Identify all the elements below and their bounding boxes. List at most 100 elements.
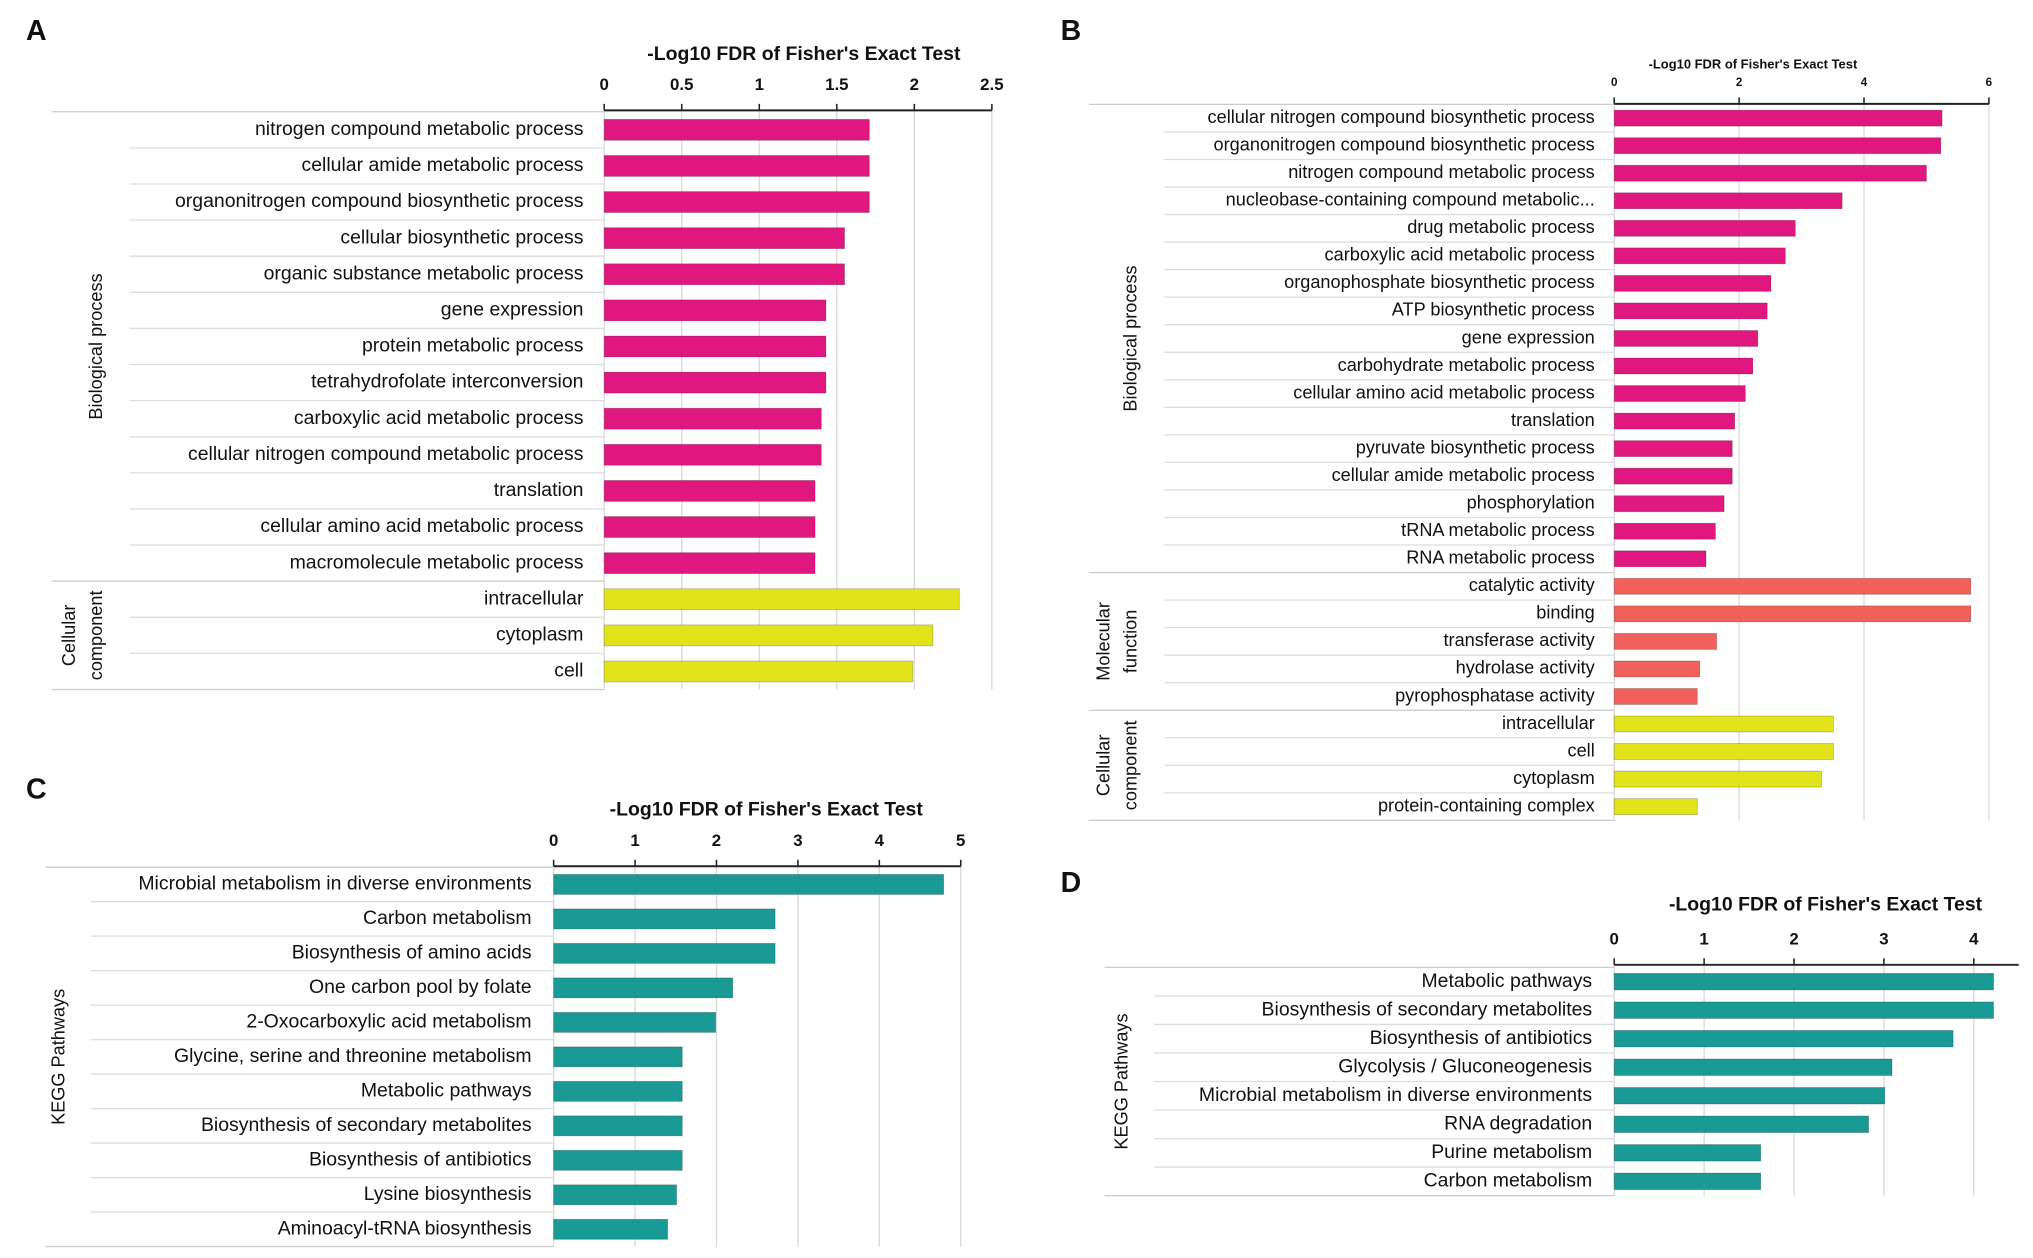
bar: [1613, 522, 1716, 540]
bar: [1613, 137, 1942, 155]
bar: [603, 335, 827, 358]
x-tick-label: 4: [1861, 76, 1868, 89]
group-label: component: [1121, 720, 1141, 810]
group-label: Biological process: [1121, 265, 1141, 411]
bar: [603, 516, 816, 538]
category-label: cytoplasm: [496, 623, 584, 645]
category-label: nucleobase-containing compound metabolic…: [1226, 190, 1595, 210]
bar: [1613, 1115, 1870, 1133]
category-label: nitrogen compound metabolic process: [1288, 162, 1595, 182]
category-label: cellular amide metabolic process: [301, 154, 583, 176]
category-label: gene expression: [1462, 327, 1595, 347]
bar: [553, 1080, 683, 1102]
category-label: Metabolic pathways: [361, 1079, 532, 1101]
bar: [1613, 660, 1701, 678]
x-tick-label: 0: [1610, 930, 1619, 949]
category-label: Biosynthesis of amino acids: [292, 942, 532, 964]
bar: [603, 371, 827, 394]
category-label: One carbon pool by folate: [309, 976, 532, 998]
bar: [603, 299, 827, 322]
category-label: catalytic activity: [1469, 575, 1596, 595]
x-tick-label: 2.5: [980, 75, 1003, 94]
bar: [553, 1149, 683, 1171]
category-label: Glycolysis / Gluconeogenesis: [1338, 1055, 1592, 1077]
panel-letter: B: [1061, 15, 1082, 47]
category-label: pyruvate biosynthetic process: [1356, 437, 1595, 457]
x-tick-label: 5: [956, 831, 965, 850]
category-label: cellular nitrogen compound metabolic pro…: [188, 443, 584, 465]
category-label: Metabolic pathways: [1421, 970, 1592, 992]
category-label: carboxylic acid metabolic process: [1325, 245, 1595, 265]
bar: [1613, 302, 1768, 320]
x-tick-label: 2: [712, 831, 721, 850]
bar: [603, 588, 960, 611]
bar: [1613, 192, 1843, 210]
category-label: cellular amide metabolic process: [1332, 465, 1595, 485]
bar: [553, 1046, 683, 1068]
category-label: pyrophosphatase activity: [1395, 685, 1596, 705]
bar: [603, 191, 870, 213]
bar: [1613, 1058, 1893, 1076]
bar: [553, 1218, 669, 1240]
category-label: Carbon metabolism: [1424, 1169, 1593, 1191]
category-label: Glycine, serine and threonine metabolism: [174, 1045, 532, 1067]
bar: [603, 480, 816, 502]
category-label: Biosynthesis of secondary metabolites: [1262, 998, 1593, 1020]
category-label: Microbial metabolism in diverse environm…: [1199, 1084, 1593, 1106]
bar: [1613, 164, 1927, 182]
bar: [1613, 577, 1972, 595]
bar: [553, 1115, 683, 1137]
bar: [1613, 973, 1994, 991]
x-tick-label: 0: [1611, 76, 1617, 89]
category-label: cellular biosynthetic process: [340, 226, 583, 248]
bar: [603, 624, 934, 647]
bar: [1613, 412, 1736, 430]
bar: [1613, 357, 1754, 375]
bar: [1613, 495, 1725, 513]
bar: [603, 227, 845, 250]
category-label: protein-containing complex: [1378, 795, 1595, 815]
bar: [1613, 247, 1786, 265]
x-tick-label: 4: [1969, 930, 1979, 949]
bar: [1613, 440, 1733, 457]
category-label: 2-Oxocarboxylic acid metabolism: [246, 1011, 531, 1033]
x-tick-label: 0.5: [670, 75, 693, 94]
category-label: cell: [554, 660, 583, 682]
category-label: RNA metabolic process: [1406, 548, 1595, 568]
category-label: nitrogen compound metabolic process: [255, 118, 584, 140]
category-label: Biosynthesis of secondary metabolites: [201, 1114, 532, 1136]
category-label: macromolecule metabolic process: [290, 551, 584, 573]
category-label: Lysine biosynthesis: [364, 1183, 532, 1205]
bar: [553, 977, 734, 999]
bar: [1613, 1172, 1762, 1190]
category-label: Aminoacyl-tRNA biosynthesis: [278, 1217, 532, 1239]
axis-title: -Log10 FDR of Fisher's Exact Test: [1669, 893, 1983, 915]
group-label: function: [1121, 610, 1141, 674]
category-label: translation: [1511, 410, 1595, 430]
bar: [1613, 1087, 1886, 1105]
group-label: KEGG Pathways: [1112, 1013, 1132, 1149]
category-label: binding: [1536, 603, 1595, 623]
bar: [1613, 798, 1698, 816]
x-tick-label: 0: [600, 75, 609, 94]
category-label: RNA degradation: [1444, 1112, 1592, 1134]
x-tick-label: 6: [1986, 76, 1993, 89]
bar: [1613, 1144, 1762, 1162]
panel-letter: C: [26, 774, 47, 806]
x-tick-label: 3: [793, 831, 802, 850]
group-label: Cellular: [59, 605, 79, 667]
category-label: cell: [1568, 740, 1595, 760]
category-label: Microbial metabolism in diverse environm…: [138, 873, 532, 895]
bar: [553, 943, 776, 964]
bar: [603, 660, 914, 683]
axis-title: -Log10 FDR of Fisher's Exact Test: [610, 799, 924, 821]
category-label: gene expression: [441, 299, 584, 321]
category-label: Purine metabolism: [1431, 1141, 1592, 1163]
category-label: organonitrogen compound biosynthetic pro…: [175, 190, 584, 212]
category-label: carboxylic acid metabolic process: [294, 407, 584, 429]
panel-letter: D: [1061, 867, 1082, 899]
x-tick-label: 1: [755, 75, 764, 94]
category-label: organonitrogen compound biosynthetic pro…: [1214, 134, 1595, 154]
category-label: intracellular: [484, 587, 584, 609]
